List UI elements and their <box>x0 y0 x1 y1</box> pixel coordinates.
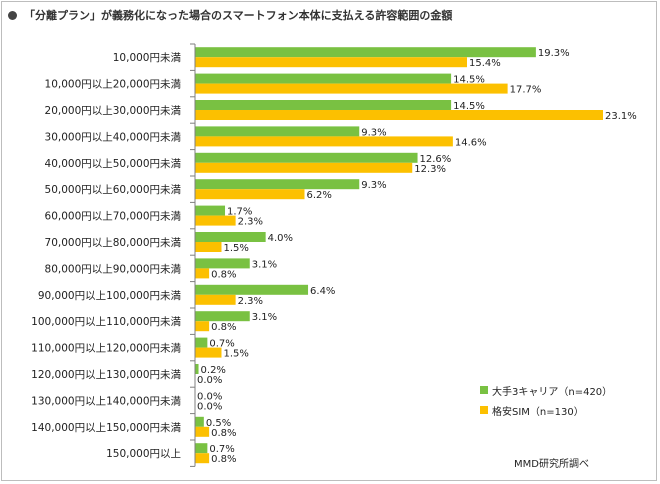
category-label: 130,000円以上140,000円未満 <box>31 395 181 407</box>
data-label-series2: 0.8% <box>211 322 236 333</box>
legend-item-series1: 大手3キャリア（n=420） <box>480 380 612 400</box>
category-label: 10,000円未満 <box>113 52 182 64</box>
bar-series1 <box>195 179 360 190</box>
data-label-series1: 0.5% <box>206 418 231 429</box>
data-label-series2: 15.4% <box>469 58 501 69</box>
data-label-series2: 2.3% <box>238 217 263 228</box>
chart-title-row: 「分離プラン」が義務化になった場合のスマートフォン本体に支払える許容範囲の金額 <box>8 7 452 23</box>
data-label-series2: 1.5% <box>223 349 248 360</box>
data-label-series1: 6.4% <box>310 286 335 297</box>
bar-series1 <box>195 232 266 242</box>
data-label-series1: 19.3% <box>538 48 570 59</box>
category-label: 150,000円以上 <box>106 448 181 460</box>
bar-series1 <box>195 73 452 84</box>
bar-series1 <box>195 47 536 58</box>
category-label: 60,000円以上70,000円未満 <box>45 211 182 223</box>
bar-series1 <box>195 311 250 322</box>
category-label: 140,000円以上150,000円未満 <box>31 422 181 434</box>
bar-series1 <box>195 258 250 269</box>
data-label-series1: 0.0% <box>197 391 222 402</box>
bar-series2 <box>195 215 236 226</box>
bar-series2 <box>195 136 453 147</box>
bar-series2 <box>195 268 210 279</box>
legend-label-series2: 格安SIM（n=130） <box>492 406 584 418</box>
data-label-series2: 0.8% <box>211 428 236 439</box>
bar-series1 <box>195 364 199 374</box>
data-label-series2: 17.7% <box>510 85 542 96</box>
data-label-series1: 14.5% <box>453 75 485 86</box>
category-label: 50,000円以上60,000円未満 <box>45 184 182 196</box>
data-label-series1: 3.1% <box>252 259 277 270</box>
category-label: 80,000円以上90,000円未満 <box>45 263 182 275</box>
legend-label-series1: 大手3キャリア（n=420） <box>492 386 613 398</box>
bar-series1 <box>195 152 418 163</box>
source-credit: MMD研究所調べ <box>514 459 589 470</box>
category-label: 20,000円以上30,000円未満 <box>45 105 182 117</box>
legend-swatch-series1 <box>480 386 488 394</box>
category-label: 40,000円以上50,000円未満 <box>45 158 182 170</box>
data-label-series2: 0.8% <box>211 269 236 280</box>
data-label-series1: 1.7% <box>227 207 252 218</box>
bar-series2 <box>195 294 236 305</box>
legend-swatch-series2 <box>480 406 488 414</box>
data-label-series1: 12.6% <box>420 154 452 165</box>
bar-series2 <box>195 57 467 68</box>
category-label: 70,000円以上80,000円未満 <box>45 237 182 249</box>
category-label: 10,000円以上20,000円未満 <box>45 79 182 91</box>
data-label-series1: 14.5% <box>453 101 485 112</box>
bar-series2 <box>195 189 305 200</box>
data-label-series2: 12.3% <box>414 164 446 175</box>
data-label-series2: 0.0% <box>197 375 222 386</box>
legend: 大手3キャリア（n=420） 格安SIM（n=130） <box>480 380 612 420</box>
category-label: 100,000円以上110,000円未満 <box>31 316 181 328</box>
chart-title: 「分離プラン」が義務化になった場合のスマートフォン本体に支払える許容範囲の金額 <box>24 9 453 22</box>
bar-series2 <box>195 426 210 437</box>
data-label-series1: 9.3% <box>361 180 386 191</box>
data-label-series1: 3.1% <box>252 312 277 323</box>
data-label-series1: 0.7% <box>209 444 234 455</box>
data-label-series1: 0.7% <box>209 339 234 350</box>
data-label-series1: 9.3% <box>361 127 386 138</box>
bar-series1 <box>195 100 452 110</box>
bar-series2 <box>195 321 210 332</box>
bar-series2 <box>195 83 508 94</box>
bar-series2 <box>195 242 222 252</box>
bar-series2 <box>195 110 603 120</box>
bar-series1 <box>195 416 204 427</box>
bar-series1 <box>195 284 309 295</box>
bar-series1 <box>195 205 226 216</box>
bar-series1 <box>195 443 208 454</box>
data-label-series2: 0.0% <box>197 401 222 412</box>
category-label: 90,000円以上100,000円未満 <box>38 290 182 302</box>
data-label-series2: 1.5% <box>223 243 248 254</box>
bar-series1 <box>195 337 208 348</box>
bar-series1 <box>195 126 360 137</box>
category-label: 120,000円以上130,000円未満 <box>31 369 181 381</box>
data-label-series1: 4.0% <box>268 233 293 244</box>
category-label: 30,000円以上40,000円未満 <box>45 131 182 143</box>
title-bullet-icon <box>8 11 17 20</box>
bar-series2 <box>195 162 413 173</box>
data-label-series1: 0.2% <box>201 365 226 376</box>
data-label-series2: 2.3% <box>238 296 263 307</box>
legend-item-series2: 格安SIM（n=130） <box>480 400 612 420</box>
bar-series2 <box>195 453 210 464</box>
data-label-series2: 0.8% <box>211 454 236 465</box>
data-label-series2: 14.6% <box>455 137 487 148</box>
category-label: 110,000円以上120,000円未満 <box>31 343 181 355</box>
bar-series2 <box>195 347 222 358</box>
data-label-series2: 23.1% <box>605 111 637 122</box>
data-label-series2: 6.2% <box>307 190 332 201</box>
